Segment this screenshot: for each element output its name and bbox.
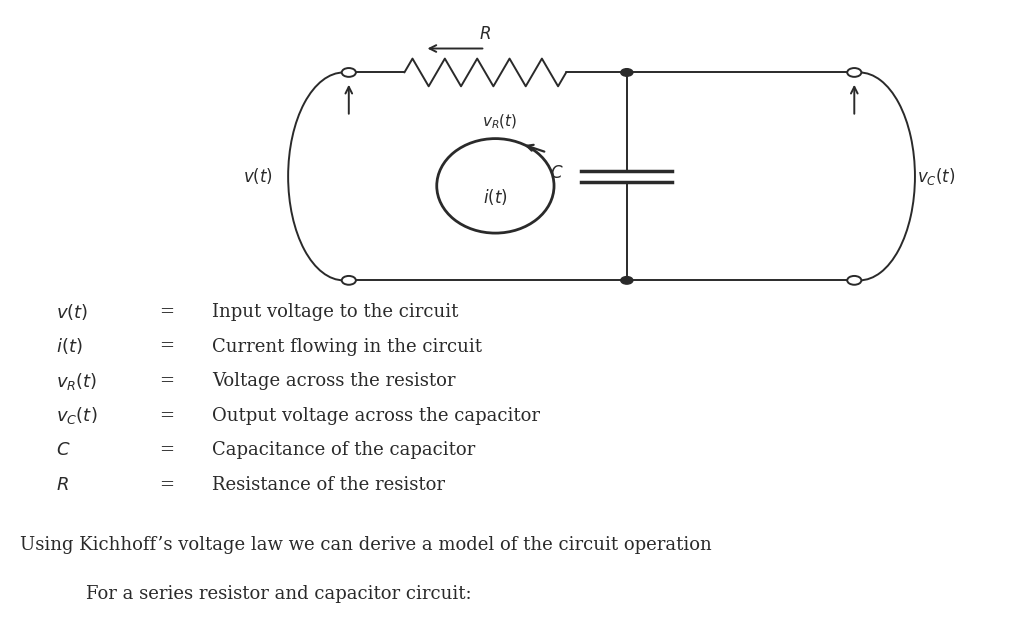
Circle shape [621, 277, 633, 284]
Text: =: = [160, 338, 174, 355]
Text: =: = [160, 303, 174, 321]
Text: $v_R(t)$: $v_R(t)$ [481, 113, 518, 131]
Circle shape [847, 276, 861, 285]
Text: $i(t)$: $i(t)$ [56, 336, 82, 357]
Text: =: = [160, 442, 174, 459]
Text: Capacitance of the capacitor: Capacitance of the capacitor [212, 442, 475, 459]
Text: For a series resistor and capacitor circuit:: For a series resistor and capacitor circ… [86, 585, 471, 603]
Text: Using Kichhoff’s voltage law we can derive a model of the circuit operation: Using Kichhoff’s voltage law we can deri… [20, 536, 712, 554]
Text: =: = [160, 407, 174, 425]
Text: $v(t)$: $v(t)$ [243, 166, 273, 186]
Text: =: = [160, 372, 174, 390]
Text: $v(t)$: $v(t)$ [56, 302, 88, 322]
Text: Voltage across the resistor: Voltage across the resistor [212, 372, 456, 390]
Text: $R$: $R$ [56, 476, 69, 494]
Text: $C$: $C$ [550, 165, 563, 181]
Text: =: = [160, 476, 174, 494]
Text: $R$: $R$ [479, 26, 491, 43]
Text: Current flowing in the circuit: Current flowing in the circuit [212, 338, 482, 355]
Text: $C$: $C$ [56, 442, 70, 459]
Circle shape [847, 68, 861, 77]
Text: Input voltage to the circuit: Input voltage to the circuit [212, 303, 459, 321]
Circle shape [342, 276, 356, 285]
Circle shape [342, 68, 356, 77]
Text: $v_R(t)$: $v_R(t)$ [56, 370, 97, 392]
Text: $v_C(t)$: $v_C(t)$ [56, 405, 97, 427]
Text: $i(t)$: $i(t)$ [483, 187, 508, 207]
Text: Resistance of the resistor: Resistance of the resistor [212, 476, 445, 494]
Text: Output voltage across the capacitor: Output voltage across the capacitor [212, 407, 540, 425]
Text: $v_C(t)$: $v_C(t)$ [917, 166, 955, 187]
Circle shape [621, 69, 633, 76]
